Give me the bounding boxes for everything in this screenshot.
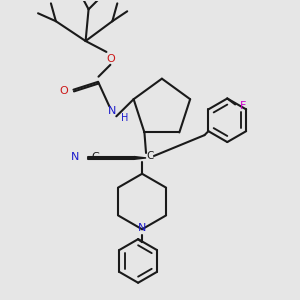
Text: O: O bbox=[106, 54, 115, 64]
Text: C: C bbox=[92, 152, 99, 162]
Text: N: N bbox=[71, 152, 80, 162]
Text: H: H bbox=[121, 113, 128, 123]
Text: N: N bbox=[108, 106, 116, 116]
Text: C: C bbox=[146, 151, 154, 161]
Text: O: O bbox=[59, 85, 68, 96]
Text: N: N bbox=[138, 223, 146, 233]
Polygon shape bbox=[134, 157, 146, 159]
Text: F: F bbox=[240, 101, 246, 111]
